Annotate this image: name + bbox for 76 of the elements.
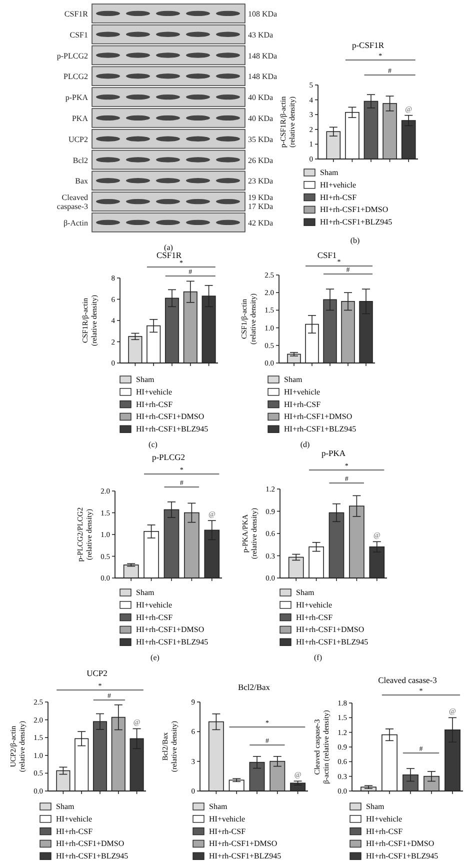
text: 40 KDa bbox=[248, 114, 274, 123]
legend-label: Sham bbox=[56, 802, 75, 811]
legend-label: HI+rh-CSF1+BLZ945 bbox=[136, 638, 208, 647]
legend-label: HI+rh-CSF bbox=[56, 826, 94, 836]
legend-label: HI+rh-CSF bbox=[209, 826, 246, 836]
text: 42 KDa bbox=[248, 218, 274, 228]
legend-label: HI+rh-CSF1+DMSO bbox=[209, 839, 278, 848]
text: 23 KDa bbox=[248, 176, 274, 186]
legend-label: HI+vehicle bbox=[320, 180, 356, 190]
chart-title: CSF1 bbox=[317, 250, 337, 260]
legend-label: HI+rh-CSF1+DMSO bbox=[136, 625, 204, 634]
legend-label: HI+rh-CSF1+DMSO bbox=[284, 412, 352, 422]
legend-label: Sham bbox=[284, 375, 303, 384]
legend-label: HI+rh-CSF1+DMSO bbox=[136, 412, 204, 422]
legend-label: HI+rh-CSF bbox=[296, 612, 334, 622]
text: UCP2 bbox=[68, 134, 88, 144]
text: p-PLCG2 bbox=[56, 51, 88, 60]
legend-label: Sham bbox=[136, 375, 155, 384]
text: 19 KDa 17 KDa bbox=[248, 193, 274, 212]
legend-label: HI+rh-CSF1+BLZ945 bbox=[284, 424, 356, 434]
legend-label: HI+vehicle bbox=[209, 814, 246, 824]
legend-label: HI+rh-CSF1+BLZ945 bbox=[56, 852, 128, 861]
text: (d) bbox=[300, 440, 310, 449]
legend-label: HI+rh-CSF1+BLZ945 bbox=[136, 424, 208, 434]
legend-label: HI+rh-CSF1+DMSO bbox=[296, 625, 364, 634]
text: (a) bbox=[164, 242, 174, 252]
legend-label: HI+rh-CSF1+DMSO bbox=[56, 839, 124, 848]
legend-label: HI+vehicle bbox=[56, 814, 92, 824]
text: (c) bbox=[148, 440, 158, 449]
legend-label: HI+rh-CSF bbox=[320, 192, 358, 202]
legend-label: Sham bbox=[320, 168, 339, 177]
chart-title: Bcl2/Bax bbox=[238, 682, 271, 692]
text: CSF1R bbox=[64, 9, 89, 18]
text: β-Actin bbox=[63, 218, 88, 228]
chart-title: UCP2 bbox=[86, 668, 108, 678]
chart-title: p-CSF1R bbox=[352, 40, 384, 50]
legend-label: HI+rh-CSF bbox=[284, 400, 322, 409]
text: 26 KDa bbox=[248, 156, 274, 165]
text: PKA bbox=[72, 114, 88, 123]
text: (e) bbox=[150, 653, 160, 662]
chart-title: Cleaved casase-3 bbox=[378, 675, 437, 685]
text: 108 KDa bbox=[248, 9, 278, 18]
text: 148 KDa bbox=[248, 51, 278, 60]
legend-label: Sham bbox=[366, 802, 385, 811]
text: Bcl2 bbox=[72, 156, 88, 165]
legend-label: HI+rh-CSF1+BLZ945 bbox=[209, 852, 282, 861]
legend-label: HI+rh-CSF bbox=[136, 400, 174, 409]
text: Cleaved caspase-3 bbox=[56, 193, 88, 212]
text: 43 KDa bbox=[248, 30, 274, 40]
chart-title: p-PKA bbox=[321, 448, 346, 458]
text: (b) bbox=[350, 236, 360, 245]
text: Bax bbox=[75, 176, 88, 186]
chart-title: CSF1R bbox=[156, 250, 182, 260]
text: CSF1 bbox=[70, 30, 88, 40]
legend-label: HI+rh-CSF bbox=[366, 826, 404, 836]
legend-label: HI+vehicle bbox=[366, 814, 402, 824]
text: p-PKA bbox=[65, 93, 88, 102]
text: 40 KDa bbox=[248, 93, 274, 102]
legend-label: HI+vehicle bbox=[136, 387, 172, 396]
legend-label: HI+vehicle bbox=[296, 600, 332, 610]
text: (f) bbox=[314, 653, 322, 662]
chart-title: p-PLCG2 bbox=[152, 452, 186, 462]
legend-label: Sham bbox=[209, 802, 228, 811]
legend-label: HI+rh-CSF1+DMSO bbox=[320, 205, 388, 214]
legend-label: HI+rh-CSF1+BLZ945 bbox=[320, 218, 392, 227]
text: 35 KDa bbox=[248, 134, 274, 144]
legend-label: HI+vehicle bbox=[136, 600, 172, 610]
legend-label: Sham bbox=[296, 588, 315, 597]
legend-label: HI+vehicle bbox=[284, 387, 320, 396]
legend-label: HI+rh-CSF bbox=[136, 612, 174, 622]
text: PLCG2 bbox=[64, 72, 88, 82]
legend-label: HI+rh-CSF1+BLZ945 bbox=[366, 852, 438, 861]
legend-label: HI+rh-CSF1+BLZ945 bbox=[296, 638, 368, 647]
legend-label: HI+rh-CSF1+DMSO bbox=[366, 839, 434, 848]
legend-label: Sham bbox=[136, 588, 155, 597]
text: 148 KDa bbox=[248, 72, 278, 82]
